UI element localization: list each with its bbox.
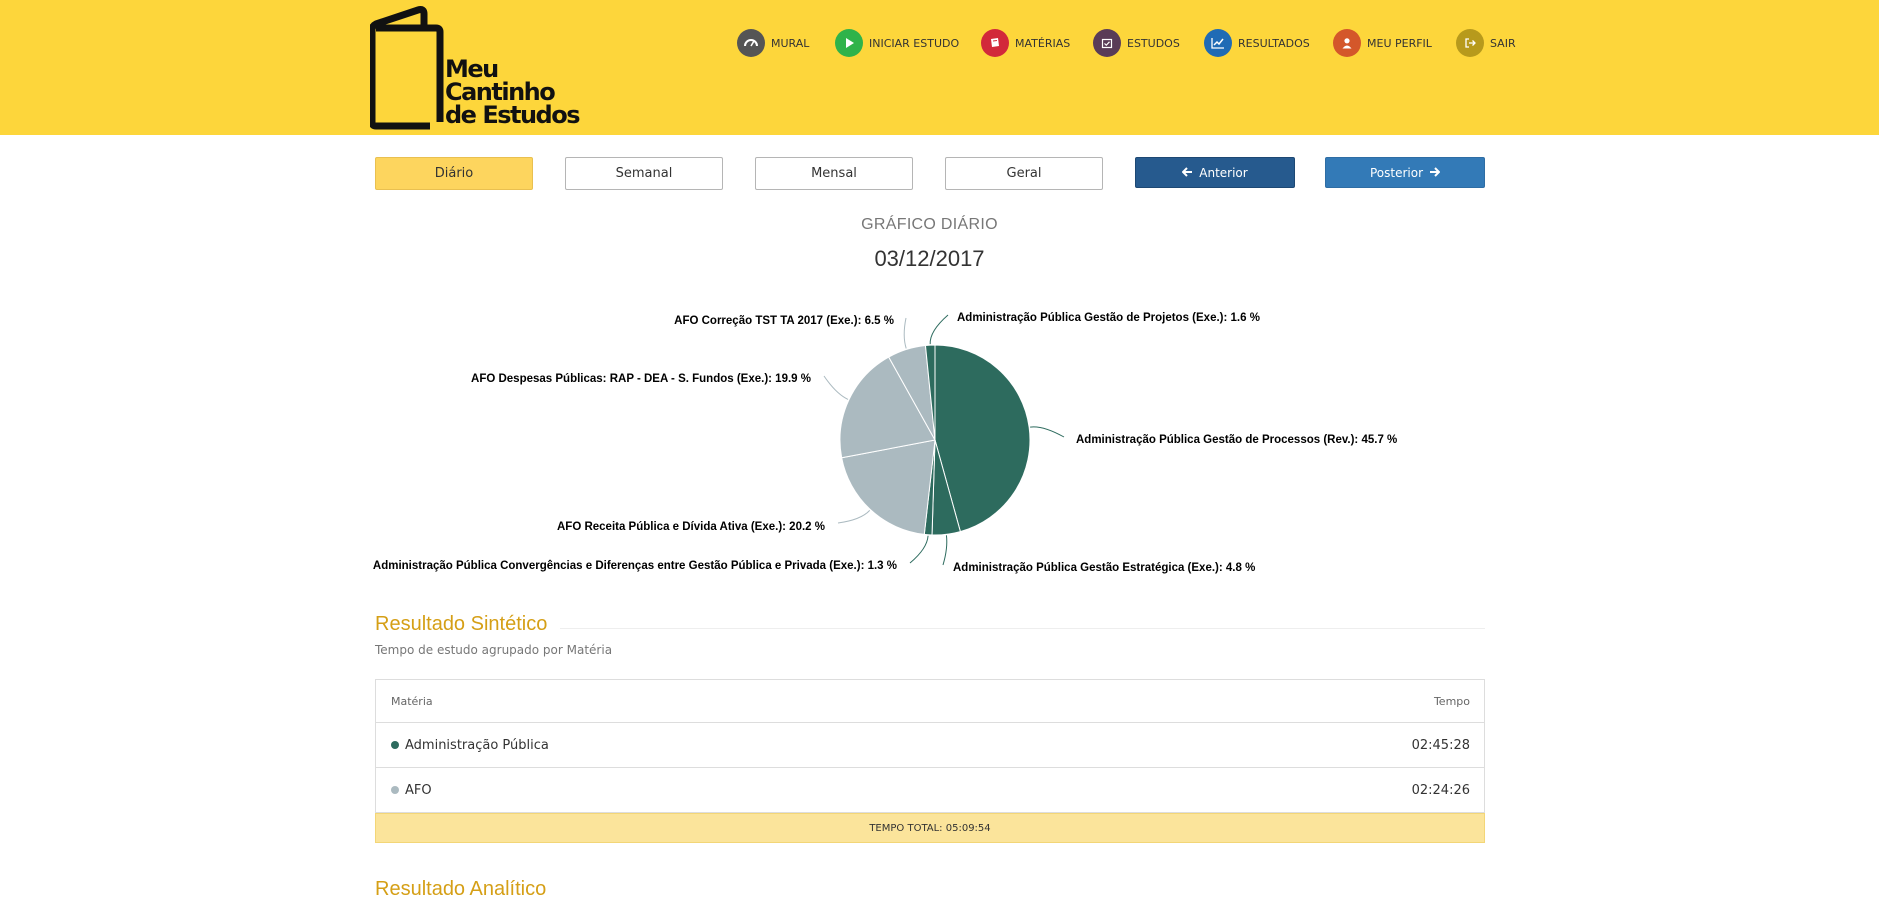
nav-resultados[interactable]: RESULTADOS (1204, 29, 1310, 57)
nav-label: MATÉRIAS (1015, 36, 1071, 50)
pie-leader-line (929, 314, 949, 345)
nav-label: MURAL (771, 36, 810, 50)
table-row: AFO 02:24:26 (376, 768, 1484, 813)
brand-name: Meu Cantinho de Estudos (445, 55, 581, 129)
summary-divider (560, 628, 1485, 629)
period-mensal-button[interactable]: Mensal (755, 157, 913, 190)
summary-subtitle: Tempo de estudo agrupado por Matéria (375, 643, 613, 657)
materia-cell: AFO (391, 783, 432, 798)
period-geral-button[interactable]: Geral (945, 157, 1103, 190)
tempo-cell: 02:24:26 (1411, 782, 1470, 798)
nav-label: INICIAR ESTUDO (869, 36, 960, 50)
period-semanal-button[interactable]: Semanal (565, 157, 723, 190)
summary-title: Resultado Sintético (375, 613, 548, 635)
pie-data-label: Administração Pública Gestão Estratégica… (953, 562, 1255, 574)
next-label: Posterior (1369, 165, 1424, 180)
table-row: Administração Pública 02:45:28 (376, 723, 1484, 768)
book-logo-icon (370, 6, 444, 130)
nav-estudos[interactable]: ESTUDOS (1093, 29, 1180, 57)
legend-dot (391, 786, 399, 794)
nav-sair[interactable]: SAIR (1456, 29, 1516, 57)
top-header: Meu Cantinho de Estudos MURAL INICIAR ES… (0, 0, 1879, 135)
chart-subtitle: GRÁFICO DIÁRIO (861, 216, 998, 233)
previous-label: Anterior (1199, 165, 1248, 180)
brand-logo[interactable]: Meu Cantinho de Estudos (370, 6, 581, 130)
tempo-cell: 02:45:28 (1411, 737, 1470, 753)
period-diario-button[interactable]: Diário (375, 157, 533, 190)
arrow-left-icon (1181, 166, 1193, 180)
table-header: Matéria Tempo (376, 680, 1484, 723)
legend-dot (391, 741, 399, 749)
pie-data-label: AFO Despesas Públicas: RAP - DEA - S. Fu… (471, 373, 811, 385)
column-materia: Matéria (391, 694, 433, 708)
nav-label: SAIR (1490, 36, 1516, 50)
pie-leader-line (909, 535, 929, 564)
pie-leader-line (823, 375, 849, 400)
chart-date: 03/12/2017 (874, 246, 985, 271)
nav-label: MEU PERFIL (1367, 36, 1432, 50)
next-button[interactable]: Posterior (1325, 157, 1485, 188)
pie-data-label: AFO Receita Pública e Dívida Ativa (Exe.… (557, 521, 825, 533)
nav-meu-perfil[interactable]: MEU PERFIL (1333, 29, 1432, 57)
pie-slice[interactable] (924, 344, 936, 441)
column-tempo: Tempo (1433, 694, 1470, 708)
nav-iniciar-estudo[interactable]: INICIAR ESTUDO (835, 29, 959, 57)
dashboard-icon (737, 29, 765, 57)
book-icon (981, 29, 1009, 57)
pie-data-label: AFO Correção TST TA 2017 (Exe.): 6.5 % (674, 315, 894, 327)
pie-slice[interactable] (934, 344, 1031, 533)
pie-leader-line (837, 510, 871, 524)
nav-mural[interactable]: MURAL (737, 29, 809, 57)
materia-name: Administração Pública (405, 737, 549, 753)
pie-chart: Administração Pública Gestão de Processo… (373, 312, 1397, 574)
pie-slice[interactable] (841, 439, 936, 535)
calendar-check-icon (1093, 29, 1121, 57)
materia-cell: Administração Pública (391, 738, 549, 753)
play-icon (835, 29, 863, 57)
line-chart-icon (1204, 29, 1232, 57)
brand-line-2: Cantinho (445, 78, 556, 106)
pie-data-label: Administração Pública Convergências e Di… (373, 560, 897, 572)
brand-line-1: Meu (445, 55, 499, 83)
summary-table: Matéria Tempo Administração Pública 02:4… (375, 679, 1485, 843)
pie-leader-line (903, 317, 907, 349)
nav-label: RESULTADOS (1238, 36, 1310, 50)
pie-data-label: Administração Pública Gestão de Processo… (1076, 434, 1397, 446)
pie-leader-line (942, 535, 948, 566)
total-time: TEMPO TOTAL: 05:09:54 (375, 813, 1485, 843)
pie-data-label: Administração Pública Gestão de Projetos… (957, 312, 1260, 324)
nav-materias[interactable]: MATÉRIAS (981, 29, 1070, 57)
user-icon (1333, 29, 1361, 57)
brand-line-3: de Estudos (445, 101, 581, 129)
pie-leader-line (1030, 426, 1065, 438)
previous-button[interactable]: Anterior (1135, 157, 1295, 188)
analytic-title: Resultado Analítico (375, 878, 547, 900)
sign-out-icon (1456, 29, 1484, 57)
arrow-right-icon (1429, 166, 1441, 180)
pie-slice[interactable] (839, 356, 936, 459)
nav-label: ESTUDOS (1127, 36, 1180, 50)
materia-name: AFO (405, 782, 432, 798)
